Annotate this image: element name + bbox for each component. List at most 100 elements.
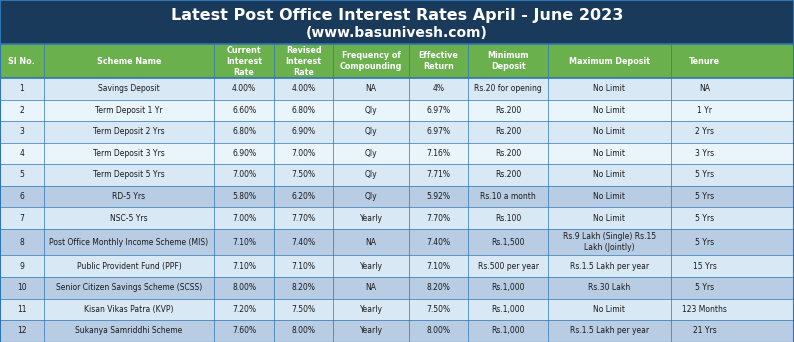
Text: 6: 6 bbox=[19, 192, 25, 201]
Text: Rs.200: Rs.200 bbox=[495, 149, 522, 158]
Text: 7.70%: 7.70% bbox=[291, 213, 316, 223]
Text: 4%: 4% bbox=[433, 84, 445, 93]
Text: Yearly: Yearly bbox=[360, 262, 383, 271]
Text: Rs.9 Lakh (Single) Rs.15
Lakh (Jointly): Rs.9 Lakh (Single) Rs.15 Lakh (Jointly) bbox=[563, 232, 656, 252]
Text: Rs.20 for opening: Rs.20 for opening bbox=[474, 84, 542, 93]
Text: 6.97%: 6.97% bbox=[426, 106, 451, 115]
Text: 7.50%: 7.50% bbox=[291, 170, 316, 180]
Text: 5.92%: 5.92% bbox=[426, 192, 451, 201]
Text: NA: NA bbox=[366, 238, 376, 247]
Text: Rs.10 a month: Rs.10 a month bbox=[480, 192, 536, 201]
Bar bbox=[0, 299, 794, 320]
Text: 3: 3 bbox=[19, 127, 25, 136]
Text: 6.90%: 6.90% bbox=[291, 127, 316, 136]
Text: Yearly: Yearly bbox=[360, 326, 383, 336]
Text: Yearly: Yearly bbox=[360, 213, 383, 223]
Text: 5: 5 bbox=[19, 170, 25, 180]
Text: Qly: Qly bbox=[365, 149, 377, 158]
Text: 8.00%: 8.00% bbox=[426, 326, 451, 336]
Text: Latest Post Office Interest Rates April - June 2023: Latest Post Office Interest Rates April … bbox=[171, 8, 623, 23]
Text: NSC-5 Yrs: NSC-5 Yrs bbox=[110, 213, 148, 223]
Text: 2 Yrs: 2 Yrs bbox=[696, 127, 714, 136]
Text: Current
Interest
Rate: Current Interest Rate bbox=[226, 45, 262, 77]
Text: 7.00%: 7.00% bbox=[232, 170, 256, 180]
Text: 7.70%: 7.70% bbox=[426, 213, 451, 223]
Text: NA: NA bbox=[366, 84, 376, 93]
Text: 15 Yrs: 15 Yrs bbox=[692, 262, 717, 271]
Text: 7.00%: 7.00% bbox=[291, 149, 316, 158]
Text: 7.60%: 7.60% bbox=[232, 326, 256, 336]
Text: NA: NA bbox=[700, 84, 710, 93]
Text: 5 Yrs: 5 Yrs bbox=[695, 238, 715, 247]
Text: Frequency of
Compounding: Frequency of Compounding bbox=[340, 51, 403, 71]
Text: Rs.1,000: Rs.1,000 bbox=[491, 283, 525, 292]
Text: 8.00%: 8.00% bbox=[291, 326, 316, 336]
Text: Rs.200: Rs.200 bbox=[495, 127, 522, 136]
Text: Savings Deposit: Savings Deposit bbox=[98, 84, 160, 93]
Text: 4.00%: 4.00% bbox=[232, 84, 256, 93]
Text: 10: 10 bbox=[17, 283, 27, 292]
Text: Rs.1,500: Rs.1,500 bbox=[491, 238, 525, 247]
Text: 1: 1 bbox=[20, 84, 24, 93]
Text: (www.basunivesh.com): (www.basunivesh.com) bbox=[306, 26, 488, 40]
Text: Public Provident Fund (PPF): Public Provident Fund (PPF) bbox=[77, 262, 181, 271]
Text: No Limit: No Limit bbox=[593, 170, 626, 180]
Text: 8.20%: 8.20% bbox=[291, 283, 316, 292]
Text: 123 Months: 123 Months bbox=[682, 305, 727, 314]
Bar bbox=[0, 143, 794, 164]
Text: Sl No.: Sl No. bbox=[9, 57, 35, 66]
Text: Minimum
Deposit: Minimum Deposit bbox=[488, 51, 529, 71]
Text: 7.10%: 7.10% bbox=[291, 262, 316, 271]
Text: 8: 8 bbox=[20, 238, 24, 247]
Text: 12: 12 bbox=[17, 326, 26, 336]
Text: 7.10%: 7.10% bbox=[232, 238, 256, 247]
Text: 6.80%: 6.80% bbox=[291, 106, 316, 115]
Text: Rs.200: Rs.200 bbox=[495, 170, 522, 180]
Text: 7.40%: 7.40% bbox=[426, 238, 451, 247]
Text: 7.40%: 7.40% bbox=[291, 238, 316, 247]
Text: Term Deposit 5 Yrs: Term Deposit 5 Yrs bbox=[93, 170, 165, 180]
Text: No Limit: No Limit bbox=[593, 149, 626, 158]
Text: 8.00%: 8.00% bbox=[232, 283, 256, 292]
Bar bbox=[0, 277, 794, 299]
Text: Rs.1,000: Rs.1,000 bbox=[491, 326, 525, 336]
Text: Yearly: Yearly bbox=[360, 305, 383, 314]
Text: RD-5 Yrs: RD-5 Yrs bbox=[113, 192, 145, 201]
Text: NA: NA bbox=[366, 283, 376, 292]
Text: Rs.500 per year: Rs.500 per year bbox=[478, 262, 538, 271]
Text: Qly: Qly bbox=[365, 170, 377, 180]
Text: No Limit: No Limit bbox=[593, 84, 626, 93]
Bar bbox=[0, 121, 794, 143]
Text: Revised
Interest
Rate: Revised Interest Rate bbox=[286, 45, 322, 77]
Bar bbox=[0, 0, 794, 44]
Text: Post Office Monthly Income Scheme (MIS): Post Office Monthly Income Scheme (MIS) bbox=[49, 238, 209, 247]
Text: 7.50%: 7.50% bbox=[291, 305, 316, 314]
Text: 1 Yr: 1 Yr bbox=[697, 106, 712, 115]
Text: Tenure: Tenure bbox=[689, 57, 720, 66]
Text: 4.00%: 4.00% bbox=[291, 84, 316, 93]
Text: 6.90%: 6.90% bbox=[232, 149, 256, 158]
Text: 9: 9 bbox=[19, 262, 25, 271]
Text: Rs.100: Rs.100 bbox=[495, 213, 522, 223]
Text: Term Deposit 1 Yr: Term Deposit 1 Yr bbox=[95, 106, 163, 115]
Text: 6.20%: 6.20% bbox=[291, 192, 316, 201]
Text: 8.20%: 8.20% bbox=[426, 283, 451, 292]
Bar bbox=[0, 164, 794, 186]
Text: Rs.200: Rs.200 bbox=[495, 106, 522, 115]
Bar bbox=[0, 78, 794, 100]
Text: 6.60%: 6.60% bbox=[232, 106, 256, 115]
Text: 2: 2 bbox=[20, 106, 24, 115]
Text: 7.71%: 7.71% bbox=[426, 170, 451, 180]
Text: 7.10%: 7.10% bbox=[232, 262, 256, 271]
Text: 7.16%: 7.16% bbox=[426, 149, 451, 158]
Bar bbox=[0, 100, 794, 121]
Bar bbox=[0, 229, 794, 255]
Text: 5 Yrs: 5 Yrs bbox=[695, 283, 715, 292]
Text: No Limit: No Limit bbox=[593, 127, 626, 136]
Bar bbox=[0, 320, 794, 342]
Text: Qly: Qly bbox=[365, 106, 377, 115]
Text: 3 Yrs: 3 Yrs bbox=[695, 149, 715, 158]
Text: 7.20%: 7.20% bbox=[232, 305, 256, 314]
Text: Rs.30 Lakh: Rs.30 Lakh bbox=[588, 283, 630, 292]
Text: No Limit: No Limit bbox=[593, 213, 626, 223]
